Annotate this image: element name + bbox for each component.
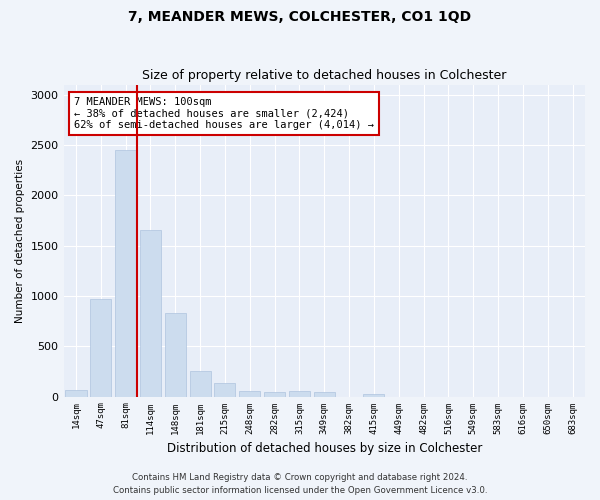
Bar <box>140 230 161 396</box>
Y-axis label: Number of detached properties: Number of detached properties <box>15 158 25 322</box>
Text: 7, MEANDER MEWS, COLCHESTER, CO1 1QD: 7, MEANDER MEWS, COLCHESTER, CO1 1QD <box>128 10 472 24</box>
Bar <box>289 391 310 396</box>
Bar <box>115 150 136 396</box>
Bar <box>65 390 86 396</box>
Text: Contains HM Land Registry data © Crown copyright and database right 2024.
Contai: Contains HM Land Registry data © Crown c… <box>113 473 487 495</box>
Bar <box>314 392 335 396</box>
Bar <box>264 392 285 396</box>
Bar <box>165 313 186 396</box>
Bar <box>364 394 385 396</box>
X-axis label: Distribution of detached houses by size in Colchester: Distribution of detached houses by size … <box>167 442 482 455</box>
Bar <box>190 372 211 396</box>
Bar <box>90 299 112 396</box>
Title: Size of property relative to detached houses in Colchester: Size of property relative to detached ho… <box>142 69 506 82</box>
Bar <box>239 390 260 396</box>
Text: 7 MEANDER MEWS: 100sqm
← 38% of detached houses are smaller (2,424)
62% of semi-: 7 MEANDER MEWS: 100sqm ← 38% of detached… <box>74 97 374 130</box>
Bar <box>214 384 235 396</box>
